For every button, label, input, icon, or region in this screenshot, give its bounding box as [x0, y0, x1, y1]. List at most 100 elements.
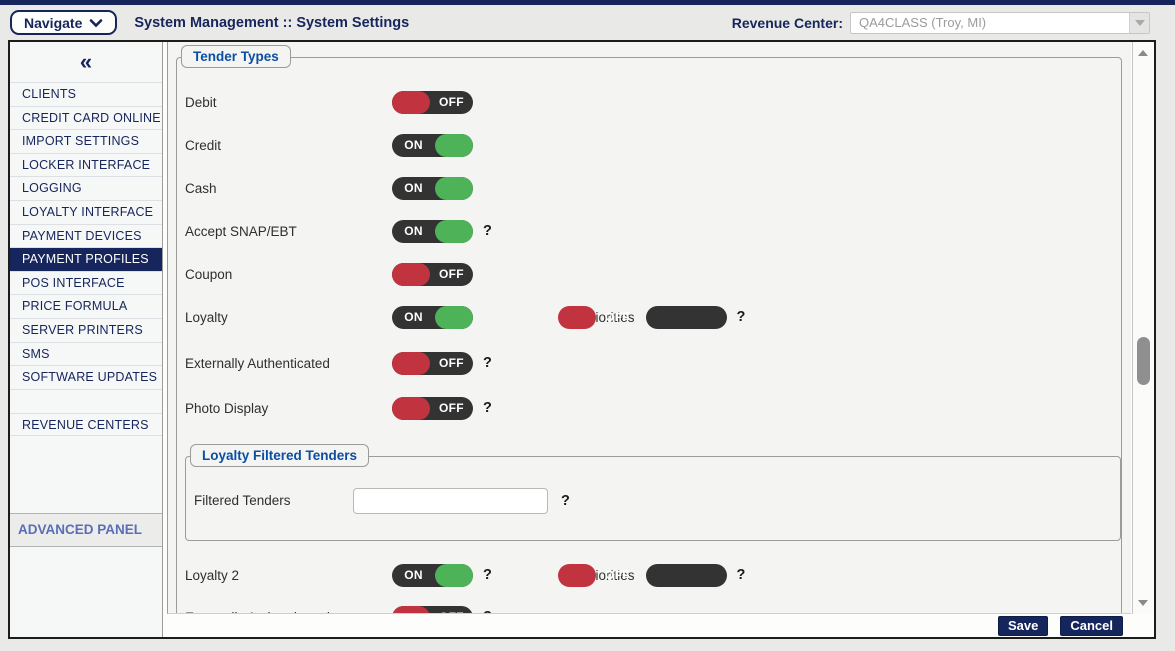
tender-row-label: Accept SNAP/EBT — [185, 220, 297, 243]
chevron-down-icon — [89, 15, 103, 31]
dropdown-arrow-icon — [1135, 20, 1145, 26]
toggle-switch[interactable]: OFF — [392, 352, 473, 375]
toggle-knob — [435, 134, 473, 157]
toggle-knob — [392, 397, 430, 420]
toggle-state-label: OFF — [430, 263, 473, 286]
help-icon[interactable]: ? — [483, 220, 492, 243]
toggle-switch[interactable]: ON — [392, 177, 473, 200]
sidebar-item-import-settings[interactable]: IMPORT SETTINGS — [10, 129, 162, 153]
loyalty-filtered-tenders-fieldset: Loyalty Filtered Tenders Filtered Tender… — [185, 456, 1121, 541]
toggle-state-label: OFF — [596, 306, 639, 329]
toggle-switch[interactable]: ON — [392, 564, 473, 587]
advanced-panel-button[interactable]: ADVANCED PANEL — [10, 513, 162, 547]
filtered-tenders-input[interactable] — [353, 488, 548, 514]
sidebar-nav: CLIENTSCREDIT CARD ONLINEIMPORT SETTINGS… — [10, 82, 162, 389]
toggle-knob — [392, 263, 430, 286]
tender-row-label: Externally Authenticated — [185, 352, 330, 375]
scrollbar-down-arrow-icon[interactable] — [1138, 600, 1148, 606]
tender-row-coupon: Coupon OFF — [177, 263, 1121, 286]
navigate-button-label: Navigate — [24, 15, 82, 31]
toggle-switch[interactable]: OFF — [392, 606, 473, 614]
help-icon[interactable]: ? — [483, 606, 492, 614]
toggle-switch[interactable]: ON — [392, 134, 473, 157]
tender-row-label: Photo Display — [185, 397, 268, 420]
help-icon[interactable]: ? — [561, 487, 570, 515]
tender-row-photo-display: Photo Display OFF? — [177, 397, 1121, 420]
tender-row-accept-snap-ebt: Accept SNAP/EBT ON? — [177, 220, 1121, 243]
tender-row-label: Loyalty — [185, 306, 228, 329]
sidebar-item-credit-card-online[interactable]: CREDIT CARD ONLINE — [10, 106, 162, 130]
footer-actions: Save Cancel — [167, 614, 1154, 637]
toggle-switch[interactable]: ON — [392, 220, 473, 243]
toggle-state-label: ON — [392, 134, 435, 157]
tender-row-label: Loyalty 2 — [185, 564, 239, 587]
main-frame: « CLIENTSCREDIT CARD ONLINEIMPORT SETTIN… — [8, 40, 1156, 639]
tender-row-label: Coupon — [185, 263, 232, 286]
sidebar-item-software-updates[interactable]: SOFTWARE UPDATES — [10, 365, 162, 389]
scrollbar-up-arrow-icon[interactable] — [1138, 50, 1148, 56]
save-button[interactable]: Save — [998, 616, 1048, 636]
sidebar-item-pos-interface[interactable]: POS INTERFACE — [10, 271, 162, 295]
help-icon[interactable]: ? — [483, 352, 492, 375]
toggle-state-label: OFF — [430, 397, 473, 420]
sidebar-item-sms[interactable]: SMS — [10, 342, 162, 366]
help-icon[interactable]: ? — [483, 397, 492, 420]
loyalty-filtered-tenders-legend: Loyalty Filtered Tenders — [190, 444, 369, 467]
toggle-switch[interactable]: OFF — [646, 306, 727, 329]
navigate-button[interactable]: Navigate — [10, 10, 117, 35]
sidebar-item-logging[interactable]: LOGGING — [10, 176, 162, 200]
revenue-center-value: QA4CLASS (Troy, MI) — [851, 15, 1129, 30]
sidebar-item-loyalty-interface[interactable]: LOYALTY INTERFACE — [10, 200, 162, 224]
tender-row-externally-authenticated: Externally Authenticated OFF? — [177, 352, 1121, 375]
sidebar-collapse-button[interactable]: « — [10, 42, 162, 82]
sidebar-item-server-printers[interactable]: SERVER PRINTERS — [10, 318, 162, 342]
revenue-center-select[interactable]: QA4CLASS (Troy, MI) — [850, 12, 1150, 34]
filtered-tenders-row: Filtered Tenders ? — [186, 487, 1120, 515]
sidebar-item-price-formula[interactable]: PRICE FORMULA — [10, 294, 162, 318]
toggle-knob — [435, 220, 473, 243]
toggle-knob — [392, 91, 430, 114]
filtered-tenders-label: Filtered Tenders — [194, 487, 291, 515]
toggle-switch[interactable]: ON — [392, 306, 473, 329]
help-icon[interactable]: ? — [737, 564, 746, 587]
settings-scroll-area[interactable]: Tender Types DebitOFFCreditONCashONAccep… — [167, 42, 1131, 614]
toggle-switch[interactable]: OFF — [392, 263, 473, 286]
tender-types-legend: Tender Types — [181, 45, 291, 68]
toggle-state-label: ON — [392, 564, 435, 587]
sidebar-item-revenue-centers[interactable]: REVENUE CENTERS — [10, 413, 162, 437]
sidebar-item-locker-interface[interactable]: LOCKER INTERFACE — [10, 153, 162, 177]
vertical-scrollbar[interactable] — [1132, 42, 1153, 614]
toggle-knob — [392, 606, 430, 614]
revenue-center-group: Revenue Center: QA4CLASS (Troy, MI) — [732, 12, 1175, 34]
page-title: System Management :: System Settings — [134, 15, 409, 31]
toggle-state-label: ON — [392, 306, 435, 329]
toggle-switch[interactable]: OFF — [392, 91, 473, 114]
toggle-switch[interactable]: OFF — [646, 564, 727, 587]
toggle-state-label: OFF — [430, 606, 473, 614]
sidebar-nav-secondary: REVENUE CENTERS — [10, 413, 162, 437]
sidebar-gap — [10, 389, 162, 413]
cancel-button[interactable]: Cancel — [1060, 616, 1123, 636]
scrollbar-thumb[interactable] — [1137, 337, 1150, 385]
sidebar: « CLIENTSCREDIT CARD ONLINEIMPORT SETTIN… — [10, 42, 163, 637]
set-priorities-group: Set PrioritiesOFF? — [558, 306, 745, 329]
revenue-center-dropdown-arrow[interactable] — [1129, 13, 1149, 33]
toggle-knob — [435, 564, 473, 587]
top-bar: Navigate System Management :: System Set… — [0, 5, 1175, 40]
revenue-center-label: Revenue Center: — [732, 15, 843, 31]
toggle-switch[interactable]: OFF — [392, 397, 473, 420]
tender-row-cash: CashON — [177, 177, 1121, 200]
set-priorities-group: Set PrioritiesOFF? — [558, 564, 745, 587]
sidebar-item-payment-devices[interactable]: PAYMENT DEVICES — [10, 224, 162, 248]
sidebar-item-payment-profiles[interactable]: PAYMENT PROFILES — [10, 247, 162, 271]
help-icon[interactable]: ? — [737, 306, 746, 329]
toggle-state-label: OFF — [430, 352, 473, 375]
toggle-knob — [392, 352, 430, 375]
toggle-state-label: ON — [392, 220, 435, 243]
tender-row-label: Externally Authenticated — [185, 606, 330, 614]
toggle-state-label: OFF — [430, 91, 473, 114]
help-icon[interactable]: ? — [483, 564, 492, 587]
toggle-knob — [558, 306, 596, 329]
toggle-knob — [558, 564, 596, 587]
sidebar-item-clients[interactable]: CLIENTS — [10, 82, 162, 106]
